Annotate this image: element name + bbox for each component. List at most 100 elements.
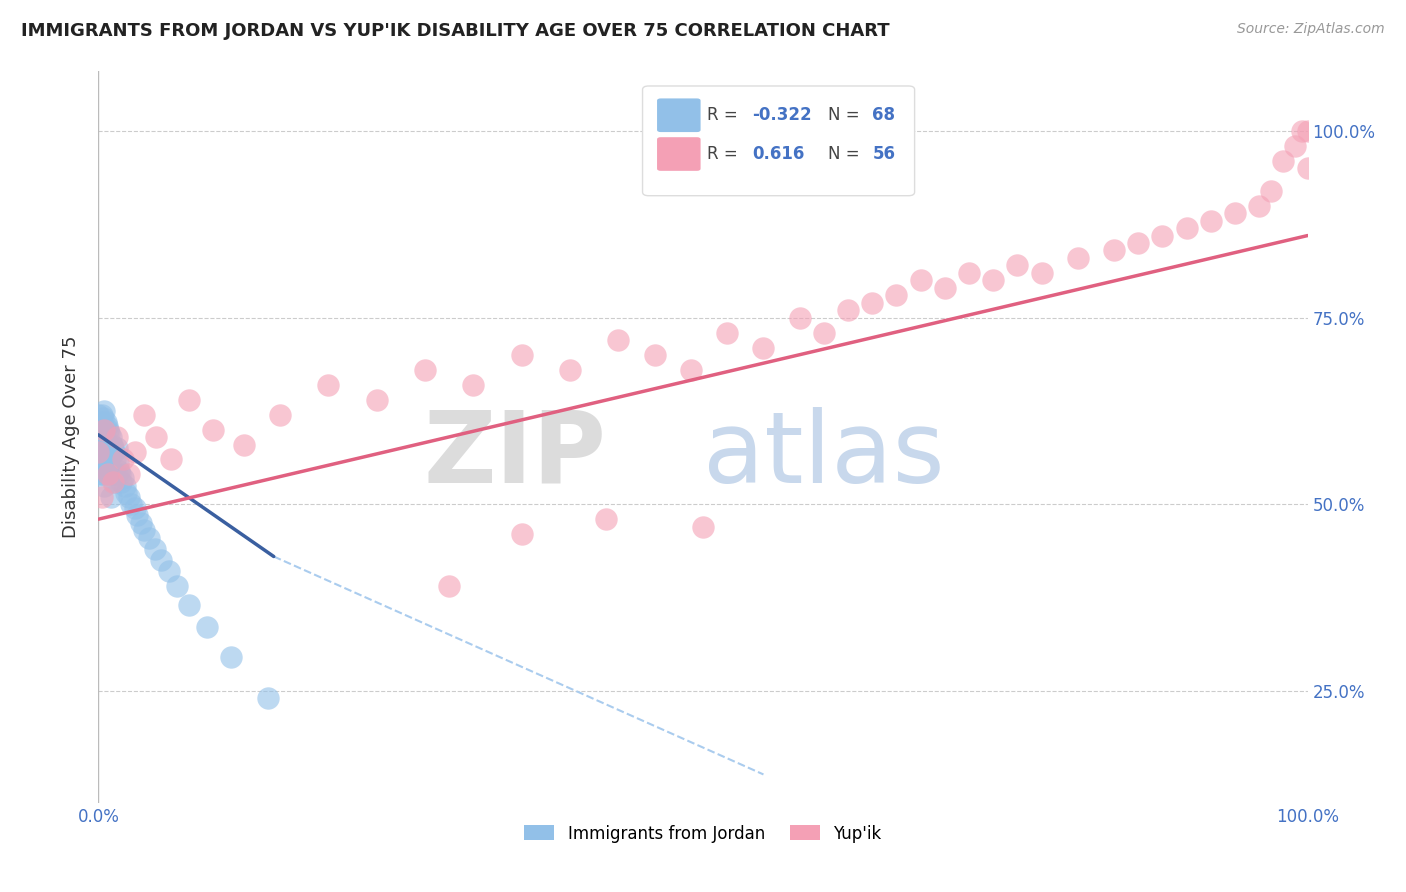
Point — [221, 650, 243, 665]
Point — [1067, 251, 1090, 265]
Text: 68: 68 — [872, 106, 896, 124]
Point — [789, 310, 811, 325]
Point — [269, 408, 291, 422]
Point — [87, 408, 110, 422]
Point — [463, 377, 485, 392]
Point — [1175, 221, 1198, 235]
Point — [1291, 124, 1313, 138]
Point — [1128, 235, 1150, 250]
Point — [93, 442, 115, 456]
Point — [107, 456, 129, 470]
Point — [981, 273, 1004, 287]
Point — [94, 415, 117, 429]
Text: atlas: atlas — [703, 407, 945, 504]
Point — [1031, 266, 1053, 280]
Point — [143, 542, 166, 557]
Point — [101, 442, 124, 456]
Point — [98, 426, 121, 441]
Point — [957, 266, 980, 280]
FancyBboxPatch shape — [657, 98, 700, 132]
Y-axis label: Disability Age Over 75: Disability Age Over 75 — [62, 335, 80, 539]
Legend: Immigrants from Jordan, Yup'ik: Immigrants from Jordan, Yup'ik — [517, 818, 889, 849]
Point — [692, 519, 714, 533]
Point — [1007, 259, 1029, 273]
Point — [101, 467, 124, 482]
Point — [115, 486, 138, 500]
Point — [316, 377, 339, 392]
Point — [437, 579, 460, 593]
Point — [166, 579, 188, 593]
Point — [110, 475, 132, 489]
Point — [366, 392, 388, 407]
Point — [97, 423, 120, 437]
Point — [91, 490, 114, 504]
Point — [120, 497, 142, 511]
Point — [105, 430, 128, 444]
Point — [1102, 244, 1125, 258]
Point — [752, 341, 775, 355]
Point — [100, 430, 122, 444]
FancyBboxPatch shape — [657, 137, 700, 171]
Text: -0.322: -0.322 — [752, 106, 813, 124]
Point — [1260, 184, 1282, 198]
Point — [93, 459, 115, 474]
Point — [103, 475, 125, 489]
Point — [232, 437, 254, 451]
Point — [91, 445, 114, 459]
Point — [202, 423, 225, 437]
Point — [124, 500, 146, 515]
Point — [114, 478, 136, 492]
Point — [104, 452, 127, 467]
Point — [679, 363, 702, 377]
Text: N =: N = — [828, 106, 865, 124]
Point — [89, 437, 111, 451]
Point — [91, 467, 114, 482]
Point — [96, 418, 118, 433]
Point — [100, 467, 122, 482]
Point — [644, 348, 666, 362]
Point — [179, 392, 201, 407]
Point — [860, 295, 883, 310]
Point — [93, 478, 115, 492]
Point — [595, 512, 617, 526]
Text: R =: R = — [707, 106, 742, 124]
Point — [93, 423, 115, 437]
Point — [87, 445, 110, 459]
Point — [160, 452, 183, 467]
Point — [934, 281, 956, 295]
Text: ZIP: ZIP — [423, 407, 606, 504]
Point — [96, 459, 118, 474]
Point — [1199, 213, 1222, 227]
Point — [91, 430, 114, 444]
Point — [111, 471, 134, 485]
Point — [813, 326, 835, 340]
Point — [111, 452, 134, 467]
Point — [134, 408, 156, 422]
Point — [97, 467, 120, 482]
Point — [716, 326, 738, 340]
Point — [118, 467, 141, 482]
Point — [1296, 161, 1319, 176]
Point — [94, 456, 117, 470]
Text: R =: R = — [707, 145, 748, 163]
Point — [93, 404, 115, 418]
Point — [179, 598, 201, 612]
Point — [96, 437, 118, 451]
Point — [100, 449, 122, 463]
Point — [510, 348, 533, 362]
Point — [118, 490, 141, 504]
Text: N =: N = — [828, 145, 865, 163]
Point — [93, 423, 115, 437]
Point — [91, 464, 114, 478]
Point — [157, 565, 180, 579]
Point — [558, 363, 581, 377]
Point — [256, 691, 278, 706]
Point — [98, 452, 121, 467]
Point — [413, 363, 436, 377]
Point — [195, 620, 218, 634]
Point — [101, 475, 124, 489]
Point — [97, 445, 120, 459]
Text: Source: ZipAtlas.com: Source: ZipAtlas.com — [1237, 22, 1385, 37]
Point — [108, 467, 131, 482]
Point — [138, 531, 160, 545]
